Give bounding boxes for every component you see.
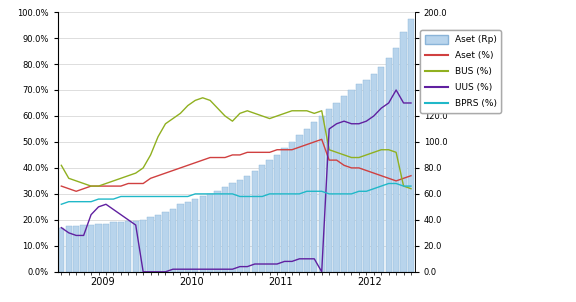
Bar (81, 225, 87, 272)
Bar (400, 31, 407, 272)
Bar (125, 221, 131, 272)
Bar (222, 187, 228, 272)
Bar (252, 171, 258, 272)
Bar (393, 48, 399, 272)
Bar (185, 202, 191, 272)
Bar (96, 224, 102, 272)
Bar (207, 194, 213, 272)
Bar (147, 217, 154, 272)
Bar (259, 165, 266, 272)
Bar (244, 176, 251, 272)
Bar (199, 197, 206, 272)
Bar (66, 226, 72, 272)
Bar (341, 96, 347, 272)
Bar (192, 199, 198, 272)
Bar (408, 18, 414, 272)
Bar (326, 109, 332, 272)
Bar (110, 223, 116, 272)
Bar (356, 83, 362, 272)
Bar (274, 155, 281, 272)
Bar (132, 221, 139, 272)
Bar (267, 160, 273, 272)
Bar (162, 212, 169, 272)
Bar (88, 225, 94, 272)
Bar (73, 226, 79, 272)
Bar (103, 224, 109, 272)
Bar (311, 123, 317, 272)
Bar (214, 191, 221, 272)
Bar (229, 184, 236, 272)
Bar (385, 57, 392, 272)
Bar (304, 129, 310, 272)
Bar (237, 180, 243, 272)
Bar (140, 220, 146, 272)
Bar (363, 80, 370, 272)
Bar (296, 135, 302, 272)
Bar (319, 116, 325, 272)
Bar (58, 228, 65, 272)
Bar (155, 215, 161, 272)
Bar (370, 74, 377, 272)
Bar (170, 210, 176, 272)
Bar (348, 90, 355, 272)
Bar (118, 223, 124, 272)
Legend: Aset (Rp), Aset (%), BUS (%), UUS (%), BPRS (%): Aset (Rp), Aset (%), BUS (%), UUS (%), B… (420, 30, 501, 113)
Bar (378, 67, 384, 272)
Bar (281, 148, 287, 272)
Bar (289, 142, 295, 272)
Bar (334, 103, 340, 272)
Bar (177, 204, 184, 272)
